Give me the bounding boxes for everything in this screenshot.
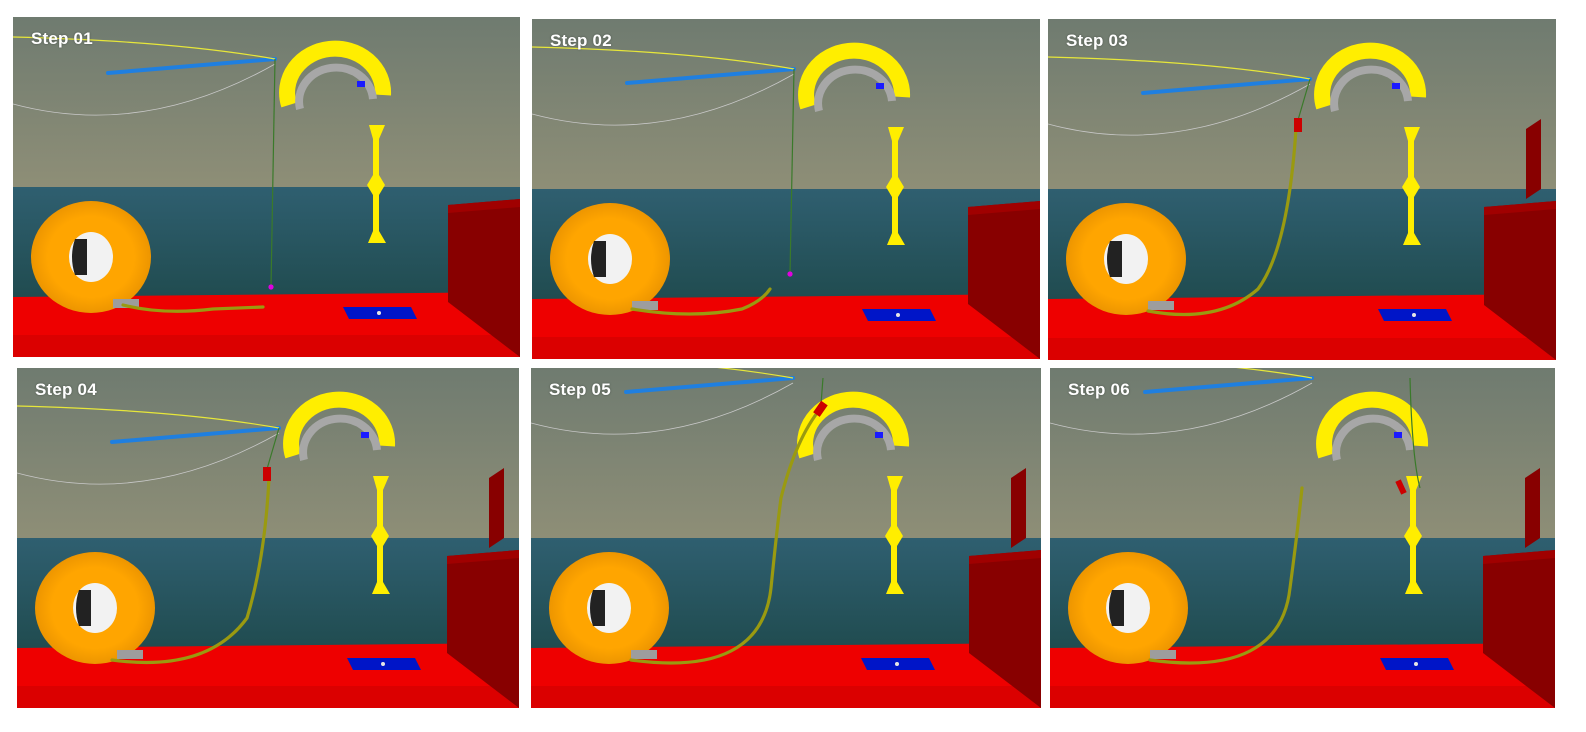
deck-wall <box>448 199 520 357</box>
hose-reel-icon <box>1068 552 1188 664</box>
crane-boom-icon <box>531 368 795 435</box>
crane-boom-icon <box>532 46 796 126</box>
flexible-hose <box>629 406 823 665</box>
lift-wire <box>270 58 276 288</box>
sky-background <box>13 17 520 192</box>
chute-icon <box>283 391 396 461</box>
crane-boom-icon <box>1050 368 1314 435</box>
step-panel: Step 01 <box>13 17 520 357</box>
sky-background <box>532 19 1040 194</box>
step-label: Step 04 <box>35 380 97 399</box>
chute-icon <box>1314 42 1427 112</box>
deck-wall <box>1483 468 1555 708</box>
stiffener-icon <box>1402 127 1421 245</box>
deck-wall <box>447 468 519 708</box>
chute-icon <box>798 42 911 112</box>
hose-reel-icon <box>35 552 155 664</box>
flexible-hose <box>110 476 271 664</box>
step-panel: Step 04 <box>17 368 519 708</box>
flexible-hose <box>121 303 265 313</box>
step-label: Step 03 <box>1066 31 1128 50</box>
step-panel: Step 02 <box>532 19 1040 359</box>
step-panel: Step 03 <box>1048 19 1556 360</box>
stiffener-icon <box>885 476 904 594</box>
step-label: Step 02 <box>550 31 612 50</box>
step-panel: Step 06 <box>1050 368 1555 708</box>
deck-pad-icon <box>343 307 417 319</box>
stiffener-icon <box>1404 476 1423 594</box>
sky-background <box>1050 368 1555 543</box>
step-label: Step 06 <box>1068 380 1130 399</box>
step-label: Step 05 <box>549 380 611 399</box>
deck-pad-icon <box>862 309 936 321</box>
chute-icon <box>797 391 910 461</box>
deck-pad-icon <box>861 658 935 670</box>
sky-background <box>531 368 1041 543</box>
lift-wire <box>789 68 795 275</box>
chute-icon <box>1316 391 1429 461</box>
hose-reel-icon <box>550 203 670 315</box>
flexible-hose <box>1148 486 1304 665</box>
stiffener-icon <box>886 127 905 245</box>
deck-pad-icon <box>347 658 421 670</box>
flexible-hose <box>1146 127 1298 317</box>
flexible-hose <box>630 287 772 316</box>
hose-reel-icon <box>1066 203 1186 315</box>
stiffener-icon <box>371 476 390 594</box>
stiffener-icon <box>367 125 386 243</box>
step-panel: Step 05 <box>531 368 1041 708</box>
deck-pad-icon <box>1380 658 1454 670</box>
step-label: Step 01 <box>31 29 93 48</box>
crane-boom-icon <box>13 36 277 116</box>
crane-boom-icon <box>17 405 281 485</box>
deck-wall <box>968 201 1040 359</box>
crane-boom-icon <box>1048 56 1312 136</box>
deck-pad-icon <box>1378 309 1452 321</box>
hose-reel-icon <box>31 201 151 313</box>
deck-wall <box>1484 119 1556 360</box>
chute-icon <box>279 40 392 110</box>
hose-reel-icon <box>549 552 669 664</box>
deck-wall <box>969 468 1041 708</box>
